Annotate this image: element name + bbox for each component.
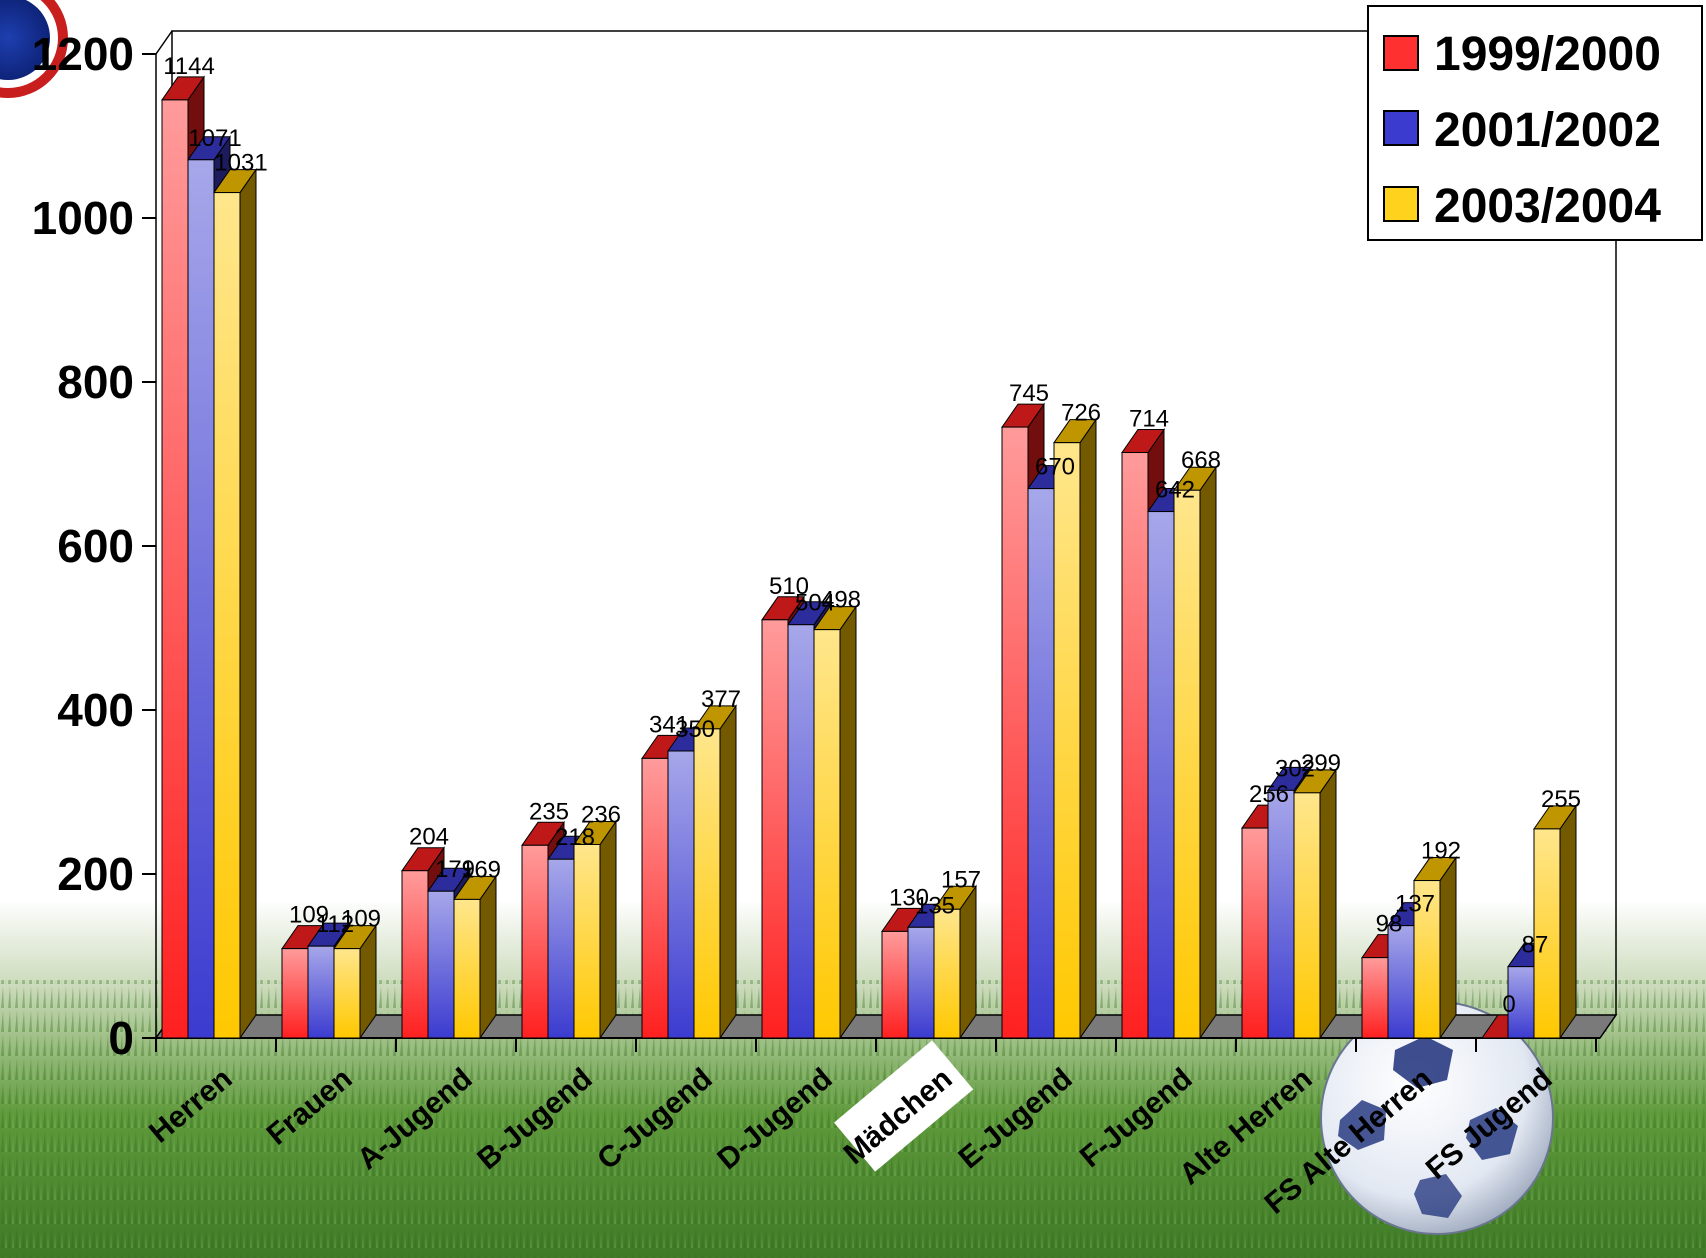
bar (933, 884, 977, 1040)
y-tick-label: 0 (108, 1012, 134, 1064)
data-label: 135 (915, 892, 955, 919)
data-label: 256 (1249, 781, 1289, 808)
football-image (1320, 1001, 1554, 1235)
data-label: 157 (941, 866, 981, 893)
data-label: 204 (409, 824, 449, 851)
y-tick-label: 1200 (32, 28, 134, 80)
data-label: 179 (435, 856, 475, 883)
bar (1413, 855, 1457, 1040)
data-label: 504 (795, 590, 835, 617)
data-label: 192 (1421, 838, 1461, 865)
legend-swatch-2 (1383, 110, 1419, 146)
data-label: 112 (316, 911, 354, 938)
y-tick-label: 1000 (32, 192, 134, 244)
bar (453, 874, 497, 1040)
data-label: 109 (341, 906, 381, 933)
legend-label-3: 2003/2004 (1434, 180, 1661, 233)
data-label: 302 (1275, 755, 1315, 782)
x-tick-label-backdrop (834, 1040, 974, 1172)
data-label: 1144 (163, 53, 215, 80)
bar-group (161, 75, 1577, 1040)
club-logo (0, 0, 68, 98)
data-label: 218 (555, 824, 595, 851)
bar (1293, 768, 1337, 1040)
data-label: 714 (1129, 406, 1169, 433)
data-label: 1071 (188, 125, 241, 152)
data-label: 745 (1009, 380, 1049, 407)
y-tick-label: 400 (57, 684, 134, 736)
y-tick-label: 600 (57, 520, 134, 572)
data-label: 350 (675, 716, 715, 743)
data-label: 642 (1155, 477, 1195, 504)
bar (813, 605, 857, 1040)
legend-swatch-1 (1383, 35, 1419, 71)
bar (213, 167, 257, 1040)
data-label: 510 (769, 573, 809, 600)
legend-label-2: 2001/2002 (1434, 104, 1661, 157)
bar (1533, 804, 1577, 1040)
data-label: 377 (701, 686, 741, 713)
data-label: 341 (649, 711, 689, 738)
data-label: 169 (461, 856, 501, 883)
bar (1173, 465, 1217, 1040)
data-label: 299 (1301, 750, 1341, 777)
y-tick-label: 200 (57, 848, 134, 900)
data-label: 98 (1376, 911, 1403, 938)
bar (333, 924, 377, 1040)
legend-label-1: 1999/2000 (1434, 28, 1661, 81)
data-label: 498 (821, 587, 861, 614)
data-label: 87 (1522, 932, 1549, 959)
legend-swatch-3 (1383, 186, 1419, 222)
data-label: 668 (1181, 447, 1221, 474)
data-label: 235 (529, 798, 569, 825)
data-label: 1031 (214, 150, 267, 177)
data-label: 670 (1035, 454, 1075, 481)
bar (1053, 418, 1097, 1040)
data-label: 726 (1061, 400, 1101, 427)
y-axis: 0 200 400 600 800 1000 1200 (32, 28, 156, 1064)
data-label: 255 (1541, 786, 1581, 813)
data-label: 0 (1502, 991, 1515, 1018)
bar (693, 704, 737, 1040)
y-tick-label: 800 (57, 356, 134, 408)
data-label: 130 (889, 884, 929, 911)
bar (573, 819, 617, 1040)
data-label: 109 (289, 902, 329, 929)
data-label: 236 (581, 801, 621, 828)
data-label: 137 (1395, 891, 1435, 918)
legend: 1999/2000 2001/2002 2003/2004 (1367, 5, 1703, 241)
